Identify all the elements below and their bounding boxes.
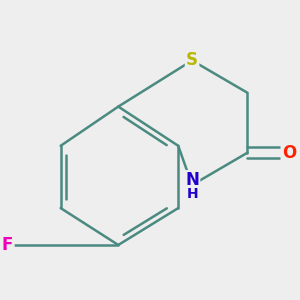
- Text: O: O: [282, 144, 296, 162]
- Text: S: S: [186, 52, 198, 70]
- Text: N: N: [185, 171, 199, 189]
- Text: F: F: [2, 236, 13, 254]
- Text: H: H: [186, 187, 198, 201]
